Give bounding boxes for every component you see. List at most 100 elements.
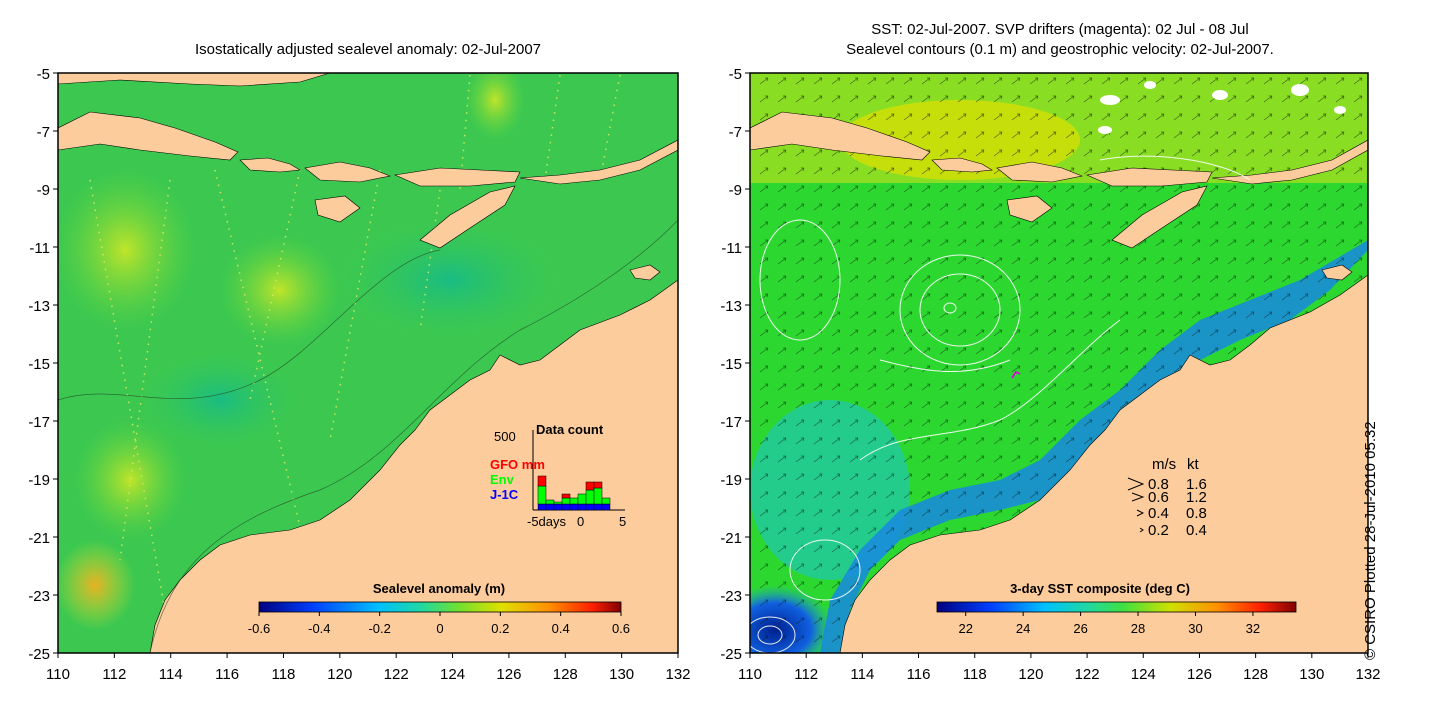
velocity-legend-header-ms: m/s bbox=[1152, 456, 1176, 473]
left-y-tick-label: -9 bbox=[37, 182, 50, 199]
legend-gfo: GFO mm bbox=[490, 457, 545, 472]
anomaly-blob bbox=[340, 220, 560, 340]
left-y-axis: -5 -7 -9 -11 -13 -15 -17 -19 -21 -23 -25 bbox=[28, 66, 58, 663]
north-islands bbox=[519, 139, 678, 185]
data-count-title: Data count bbox=[536, 422, 604, 437]
data-count-bar bbox=[537, 503, 547, 511]
left-x-tick-label: 130 bbox=[609, 666, 634, 683]
data-count-bar bbox=[561, 497, 571, 505]
data-count-xlabel-start: -5days bbox=[527, 514, 567, 529]
left-x-tick-label: 114 bbox=[159, 666, 183, 683]
north-coast bbox=[58, 73, 331, 87]
sst-colorbar-tick: 22 bbox=[958, 621, 972, 636]
left-y-tick-label: -13 bbox=[28, 298, 50, 315]
contours bbox=[58, 219, 678, 653]
data-count-bar bbox=[601, 503, 611, 511]
sst-colorbar-tick: 26 bbox=[1073, 621, 1087, 636]
sumbawa-island bbox=[304, 161, 392, 183]
data-count-xlabel-end: 5 bbox=[619, 514, 626, 529]
left-map-title: Isostatically adjusted sealevel anomaly:… bbox=[194, 41, 542, 58]
right-y-tick-label: -25 bbox=[720, 646, 742, 663]
left-x-tick-label: 116 bbox=[215, 666, 239, 683]
right-y-tick-label: -5 bbox=[729, 66, 742, 83]
data-count-bar bbox=[553, 503, 563, 511]
sst-map: -5 -7 -9 -11 -13 -15 -17 -19 -21 -23 -25 110 112 114… bbox=[720, 66, 1380, 683]
data-count-bar bbox=[545, 503, 555, 511]
right-y-tick-label: -21 bbox=[720, 530, 742, 547]
svp-drifter-track bbox=[1011, 370, 1021, 379]
data-count-bar bbox=[577, 493, 587, 505]
data-count-bar bbox=[545, 499, 555, 505]
sst-colorbar-label: 3-day SST composite (deg C) bbox=[1010, 581, 1190, 596]
sst-colorbar-tick: 24 bbox=[1016, 621, 1030, 636]
data-count-bar bbox=[593, 481, 603, 489]
left-x-tick-label: 126 bbox=[496, 666, 521, 683]
data-count-xlabel-zero: 0 bbox=[577, 514, 584, 529]
arrow-legend-icon bbox=[1139, 527, 1144, 533]
left-x-tick-label: 132 bbox=[665, 666, 690, 683]
right-x-tick-label: 132 bbox=[1355, 666, 1380, 683]
left-y-tick-label: -19 bbox=[28, 472, 50, 489]
left-x-tick-label: 128 bbox=[553, 666, 578, 683]
sst-land-masses bbox=[750, 111, 1368, 653]
arrow-legend-icon bbox=[1131, 492, 1145, 502]
velocity-ms-2: 0.4 bbox=[1148, 505, 1169, 522]
sealevel-colorbar-label: Sealevel anomaly (m) bbox=[373, 581, 505, 596]
data-count-bar bbox=[585, 481, 595, 491]
data-count-bar bbox=[561, 503, 571, 511]
velocity-kt-3: 0.4 bbox=[1186, 522, 1207, 539]
sst-colorbar-tick: 28 bbox=[1131, 621, 1145, 636]
sealevel-colorbar-tick: -0.4 bbox=[308, 621, 330, 636]
arrow-legend-icon bbox=[1127, 477, 1145, 491]
right-y-tick-label: -19 bbox=[720, 472, 742, 489]
sst-australia-landmass bbox=[839, 274, 1368, 653]
sealevel-contours bbox=[750, 155, 1251, 653]
right-y-axis: -5 -7 -9 -11 -13 -15 -17 -19 -21 -23 -25 bbox=[720, 66, 750, 663]
data-count-bar bbox=[537, 475, 547, 487]
left-y-tick-label: -25 bbox=[28, 646, 50, 663]
left-y-tick-label: -21 bbox=[28, 530, 50, 547]
aru-islands bbox=[629, 264, 661, 281]
sealevel-colorbar: Sealevel anomaly (m) -0.6 -0.4 -0.2 0 0.2 0.4… bbox=[248, 581, 630, 636]
velocity-legend: m/s kt 0.8 1.6 0.6 1.2 0.4 0.8 0.2 0.4 bbox=[1127, 456, 1207, 539]
right-map-title-line2: Sealevel contours (0.1 m) and geostrophi… bbox=[846, 41, 1274, 58]
arrow-legend-icon bbox=[1136, 509, 1145, 517]
data-count-bar bbox=[537, 485, 547, 505]
right-x-tick-label: 120 bbox=[1018, 666, 1043, 683]
right-y-tick-label: -9 bbox=[729, 182, 742, 199]
left-x-tick-label: 124 bbox=[440, 666, 465, 683]
flores-island bbox=[393, 167, 521, 187]
legend-j1c: J-1C bbox=[490, 487, 519, 502]
java-island bbox=[58, 111, 239, 161]
legend-env: Env bbox=[490, 472, 515, 487]
anomaly-blob bbox=[465, 73, 525, 140]
velocity-kt-0: 1.6 bbox=[1186, 476, 1207, 493]
right-x-tick-label: 126 bbox=[1187, 666, 1212, 683]
data-count-bar bbox=[601, 497, 611, 505]
data-count-bar bbox=[585, 503, 595, 511]
right-y-tick-label: -7 bbox=[729, 124, 742, 141]
sealevel-colorbar-tick: 0.4 bbox=[552, 621, 570, 636]
sumba-island bbox=[314, 195, 361, 223]
right-x-tick-label: 116 bbox=[907, 666, 931, 683]
credit-text: © CSIRO Plotted 28-Jul-2010 05:32 bbox=[1362, 421, 1379, 660]
right-x-tick-label: 128 bbox=[1243, 666, 1268, 683]
left-y-tick-label: -7 bbox=[37, 124, 50, 141]
data-count-bars bbox=[537, 475, 611, 511]
right-x-tick-label: 112 bbox=[794, 666, 818, 683]
right-x-tick-label: 130 bbox=[1299, 666, 1324, 683]
data-count-bar bbox=[593, 503, 603, 511]
velocity-legend-header-kt: kt bbox=[1187, 456, 1200, 473]
right-x-tick-label: 118 bbox=[963, 666, 987, 683]
data-count-bar bbox=[585, 489, 595, 505]
data-count-ymax: 500 bbox=[494, 429, 516, 444]
anomaly-blob bbox=[58, 540, 135, 630]
data-count-bar bbox=[553, 501, 563, 505]
sealevel-anomaly-map: -5 -7 -9 -11 -13 -15 -17 -19 -21 -23 -25 110 112 114… bbox=[28, 66, 690, 683]
right-y-tick-label: -17 bbox=[720, 414, 742, 431]
left-x-tick-label: 120 bbox=[327, 666, 352, 683]
left-y-tick-label: -17 bbox=[28, 414, 50, 431]
velocity-kt-1: 1.2 bbox=[1186, 489, 1207, 506]
left-x-tick-label: 112 bbox=[102, 666, 126, 683]
anomaly-blob bbox=[220, 235, 340, 345]
